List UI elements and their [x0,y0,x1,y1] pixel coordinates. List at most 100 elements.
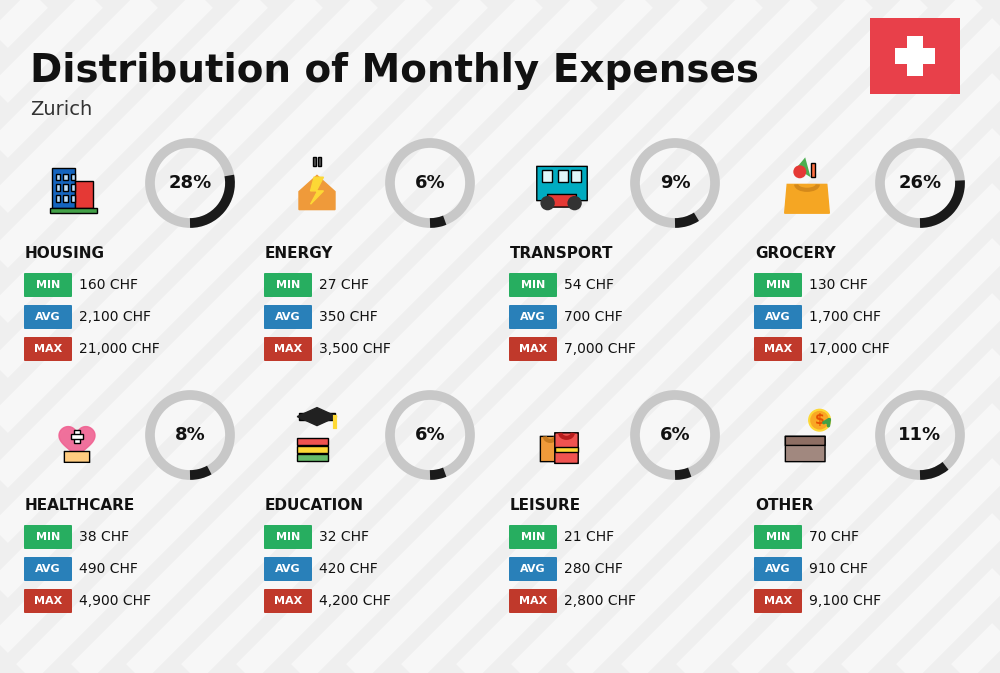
FancyBboxPatch shape [313,157,316,166]
FancyBboxPatch shape [509,273,557,297]
FancyBboxPatch shape [56,174,60,180]
Text: MIN: MIN [276,532,300,542]
FancyBboxPatch shape [870,18,960,94]
Text: MAX: MAX [274,596,302,606]
Text: ENERGY: ENERGY [265,246,334,261]
Text: 6%: 6% [415,174,445,192]
Text: HEALTHCARE: HEALTHCARE [25,498,135,513]
FancyBboxPatch shape [754,305,802,329]
Text: $: $ [815,413,824,427]
FancyBboxPatch shape [64,452,90,462]
FancyBboxPatch shape [264,525,312,549]
FancyBboxPatch shape [754,337,802,361]
Text: 38 CHF: 38 CHF [79,530,129,544]
FancyBboxPatch shape [297,454,328,461]
FancyBboxPatch shape [52,168,75,208]
Text: 54 CHF: 54 CHF [564,278,614,292]
Text: 21 CHF: 21 CHF [564,530,614,544]
FancyBboxPatch shape [264,305,312,329]
FancyBboxPatch shape [24,557,72,581]
FancyBboxPatch shape [56,195,60,202]
FancyBboxPatch shape [74,430,80,443]
FancyBboxPatch shape [895,48,935,64]
Text: AVG: AVG [520,564,546,574]
Circle shape [540,196,555,211]
Text: Zurich: Zurich [30,100,92,119]
Circle shape [810,411,829,429]
FancyBboxPatch shape [71,195,75,202]
Text: MAX: MAX [764,344,792,354]
Text: MAX: MAX [519,344,547,354]
FancyBboxPatch shape [754,273,802,297]
Circle shape [808,409,831,431]
FancyBboxPatch shape [509,557,557,581]
Text: 4,200 CHF: 4,200 CHF [319,594,391,608]
Text: 11%: 11% [898,426,942,444]
FancyBboxPatch shape [558,170,568,182]
FancyBboxPatch shape [907,36,923,76]
FancyBboxPatch shape [754,525,802,549]
Text: MIN: MIN [276,280,300,290]
Text: 490 CHF: 490 CHF [79,562,138,576]
Text: MIN: MIN [36,532,60,542]
Text: 28%: 28% [168,174,212,192]
FancyBboxPatch shape [509,525,557,549]
Text: 6%: 6% [415,426,445,444]
Text: 420 CHF: 420 CHF [319,562,378,576]
FancyBboxPatch shape [297,446,328,454]
Text: MAX: MAX [274,344,302,354]
Text: MIN: MIN [766,532,790,542]
Text: 350 CHF: 350 CHF [319,310,378,324]
FancyBboxPatch shape [264,273,312,297]
Text: 17,000 CHF: 17,000 CHF [809,342,890,356]
Text: 21,000 CHF: 21,000 CHF [79,342,160,356]
FancyBboxPatch shape [555,447,578,452]
FancyBboxPatch shape [24,337,72,361]
Polygon shape [299,176,335,209]
Text: 130 CHF: 130 CHF [809,278,868,292]
Text: AVG: AVG [765,312,791,322]
Text: 3,500 CHF: 3,500 CHF [319,342,391,356]
FancyBboxPatch shape [264,589,312,613]
Text: MAX: MAX [34,344,62,354]
FancyBboxPatch shape [71,184,75,191]
Text: 6%: 6% [660,426,690,444]
FancyBboxPatch shape [71,174,75,180]
Circle shape [793,166,806,178]
Text: 160 CHF: 160 CHF [79,278,138,292]
FancyBboxPatch shape [299,413,335,420]
Text: MAX: MAX [519,596,547,606]
FancyBboxPatch shape [509,337,557,361]
FancyBboxPatch shape [548,194,576,207]
FancyBboxPatch shape [297,438,328,446]
FancyBboxPatch shape [75,181,93,208]
Polygon shape [785,184,829,213]
Text: GROCERY: GROCERY [755,246,836,261]
FancyBboxPatch shape [50,208,97,213]
Text: 2,100 CHF: 2,100 CHF [79,310,151,324]
FancyBboxPatch shape [509,589,557,613]
Text: 70 CHF: 70 CHF [809,530,859,544]
Text: 8%: 8% [175,426,205,444]
Text: MAX: MAX [764,596,792,606]
Text: MIN: MIN [36,280,60,290]
Text: 27 CHF: 27 CHF [319,278,369,292]
Polygon shape [796,157,811,177]
FancyBboxPatch shape [71,434,83,439]
FancyBboxPatch shape [24,273,72,297]
Text: AVG: AVG [275,564,301,574]
Text: LEISURE: LEISURE [510,498,581,513]
Text: AVG: AVG [35,564,61,574]
Text: 32 CHF: 32 CHF [319,530,369,544]
Text: AVG: AVG [765,564,791,574]
Polygon shape [311,177,323,204]
FancyBboxPatch shape [24,305,72,329]
Text: 280 CHF: 280 CHF [564,562,623,576]
FancyBboxPatch shape [63,184,68,191]
FancyBboxPatch shape [571,170,581,182]
Text: 7,000 CHF: 7,000 CHF [564,342,636,356]
FancyBboxPatch shape [542,170,552,182]
FancyBboxPatch shape [785,436,825,462]
Text: OTHER: OTHER [755,498,813,513]
FancyBboxPatch shape [537,166,587,201]
